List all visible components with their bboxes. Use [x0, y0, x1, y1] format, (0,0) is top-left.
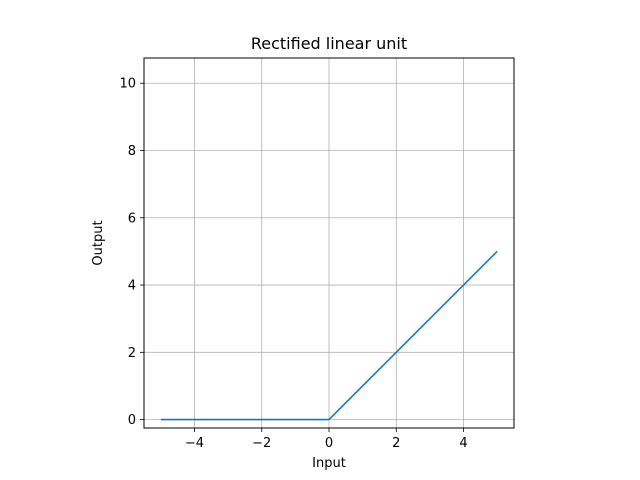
y-tick-label: 0	[128, 413, 136, 428]
grid	[144, 58, 514, 428]
y-tick-label: 6	[128, 211, 136, 226]
x-tick-label: 2	[392, 436, 400, 451]
x-tick-label: −2	[252, 436, 271, 451]
x-tick-label: −4	[185, 436, 204, 451]
y-tick-label: 10	[119, 77, 136, 92]
y-tick-label: 2	[128, 346, 136, 361]
x-axis-label: Input	[312, 456, 346, 471]
series-line	[160, 250, 498, 421]
x-tick-label: 0	[325, 436, 333, 451]
series-layer	[160, 250, 498, 421]
ticks: −4 −2 0 2 4 0 2 4 6 8 10	[119, 77, 467, 451]
y-tick-label: 4	[128, 279, 136, 294]
y-tick-label: 8	[128, 144, 136, 159]
x-tick-label: 4	[459, 436, 467, 451]
chart-title: Rectified linear unit	[251, 34, 407, 53]
y-axis-label: Output	[91, 220, 106, 265]
